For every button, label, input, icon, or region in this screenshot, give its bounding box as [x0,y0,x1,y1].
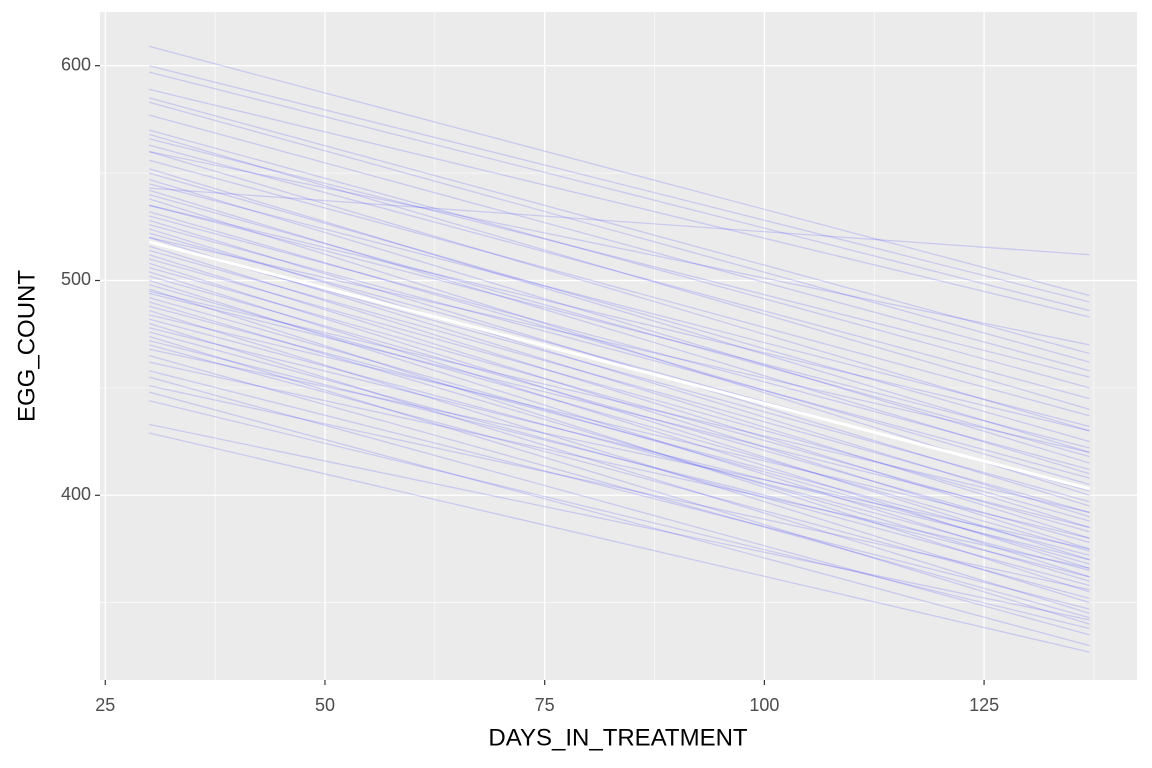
series-line [149,305,1090,557]
series-line [149,297,1090,565]
series-line [149,241,1090,503]
series-line [149,45,1090,297]
series-line [149,376,1090,636]
series-line [149,370,1090,610]
series-line [149,327,1090,561]
series-line [149,198,1090,496]
x-tick-label: 100 [749,695,779,715]
series-line [149,228,1090,518]
series-line [149,432,1090,653]
series-line [149,355,1090,619]
series-line [149,318,1090,572]
series-line [149,97,1090,355]
series-line [149,144,1090,400]
series-line [149,262,1090,561]
series-line [149,348,1090,550]
series-line [149,189,1090,475]
series-line [149,266,1090,533]
series-line [149,133,1090,410]
x-axis-title: DAYS_IN_TREATMENT [488,724,747,751]
series-line [149,178,1090,464]
series-line [149,193,1090,458]
series-line [149,159,1090,417]
series-line [149,279,1090,578]
x-tick-label: 50 [315,695,335,715]
series-line [149,224,1090,479]
series-line [149,423,1090,621]
series-line [149,114,1090,372]
series-line [149,88,1090,318]
series-line [149,385,1090,591]
series-line [149,249,1090,514]
series-line [149,290,1090,514]
series-line [149,391,1090,647]
series-line [149,236,1090,529]
series-line [149,335,1090,625]
series-line [149,284,1090,552]
mean-line [148,240,1090,491]
series-line [149,150,1090,432]
series-line [149,292,1090,529]
series-line [149,204,1090,449]
series-line [149,245,1090,539]
y-tick-label: 400 [61,484,91,504]
series-line [149,187,1090,256]
series-line [149,322,1090,615]
series-line [149,211,1090,486]
series-line [149,331,1090,587]
series-line [149,254,1090,550]
y-tick-label: 500 [61,269,91,289]
series-line [149,150,1090,346]
series-line [149,204,1090,432]
series-line [149,344,1090,600]
series-line [149,236,1090,453]
series-line [149,309,1090,604]
series-line [149,168,1090,453]
series-line [149,301,1090,582]
series-line [149,183,1090,428]
series-line [149,65,1090,303]
series-line [149,129,1090,389]
y-tick-label: 600 [61,54,91,74]
series-line [149,288,1090,593]
series-line [149,138,1090,378]
series-line [149,275,1090,544]
series-line [149,172,1090,443]
series-line [149,314,1090,539]
series-line [149,361,1090,569]
x-tick-label: 75 [535,695,555,715]
series-line [149,258,1090,522]
series-line [149,101,1090,363]
y-axis-title: EGG_COUNT [13,270,40,422]
series-line [149,71,1090,312]
series-line [149,219,1090,507]
series-line [149,339,1090,578]
series-line [149,271,1090,569]
plot-panel [100,12,1137,680]
series-line [149,400,1090,630]
x-tick-label: 125 [969,695,999,715]
x-tick-label: 25 [95,695,115,715]
series-line [149,215,1090,471]
